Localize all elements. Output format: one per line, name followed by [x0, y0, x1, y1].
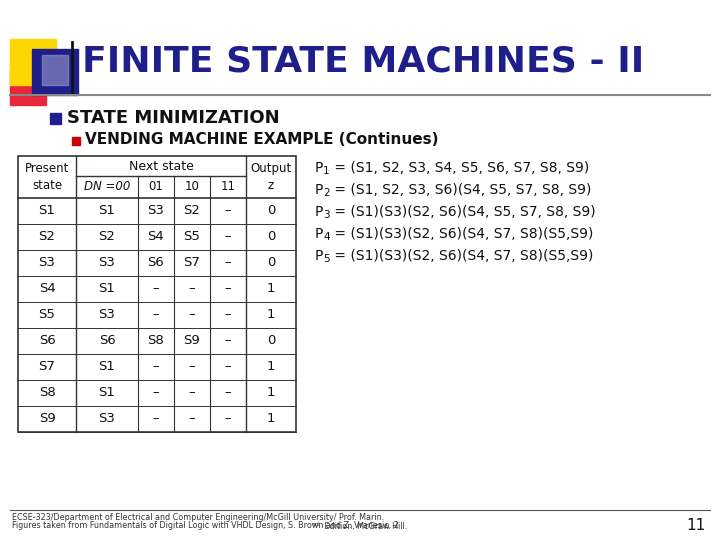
Text: 4: 4 — [323, 232, 330, 242]
Text: P: P — [315, 183, 323, 197]
Text: P: P — [315, 249, 323, 263]
Text: S9: S9 — [184, 334, 200, 348]
Text: S2: S2 — [99, 231, 115, 244]
Text: S1: S1 — [99, 205, 115, 218]
Text: S2: S2 — [184, 205, 200, 218]
Text: VENDING MACHINE EXAMPLE (Continues): VENDING MACHINE EXAMPLE (Continues) — [85, 132, 438, 147]
Text: S3: S3 — [148, 205, 164, 218]
Bar — [18, 156, 296, 432]
Text: Output
z: Output z — [251, 162, 292, 192]
Text: 1: 1 — [266, 361, 275, 374]
Text: S7: S7 — [184, 256, 200, 269]
Text: S3: S3 — [99, 308, 115, 321]
Text: –: – — [153, 361, 159, 374]
Bar — [10, 39, 56, 85]
Text: S9: S9 — [39, 413, 55, 426]
Text: S6: S6 — [148, 256, 164, 269]
Text: ECSE-323/Department of Electrical and Computer Engineering/McGill University/ Pr: ECSE-323/Department of Electrical and Co… — [12, 512, 384, 522]
Text: P: P — [315, 227, 323, 241]
Bar — [10, 69, 46, 105]
Text: –: – — [189, 282, 195, 295]
Text: –: – — [225, 387, 231, 400]
Text: –: – — [225, 334, 231, 348]
Bar — [72, 137, 80, 145]
Text: 3: 3 — [323, 210, 330, 220]
Text: = (S1)(S3)(S2, S6)(S4, S7, S8)(S5,S9): = (S1)(S3)(S2, S6)(S4, S7, S8)(S5,S9) — [330, 227, 593, 241]
Text: –: – — [153, 413, 159, 426]
Bar — [50, 113, 61, 124]
Text: –: – — [225, 231, 231, 244]
Text: –: – — [225, 308, 231, 321]
Text: –: – — [189, 413, 195, 426]
Text: DN =00: DN =00 — [84, 180, 130, 193]
Text: 0: 0 — [267, 231, 275, 244]
Text: S5: S5 — [184, 231, 200, 244]
Text: 1: 1 — [266, 387, 275, 400]
Text: = (S1, S2, S3, S6)(S4, S5, S7, S8, S9): = (S1, S2, S3, S6)(S4, S5, S7, S8, S9) — [330, 183, 591, 197]
Text: S8: S8 — [148, 334, 164, 348]
Text: S1: S1 — [39, 205, 55, 218]
Text: 1: 1 — [323, 166, 330, 176]
Text: S1: S1 — [99, 387, 115, 400]
Text: FINITE STATE MACHINES - II: FINITE STATE MACHINES - II — [82, 45, 644, 79]
Text: Edition, McGraw Hill.: Edition, McGraw Hill. — [322, 522, 407, 530]
Text: –: – — [225, 205, 231, 218]
Text: –: – — [153, 387, 159, 400]
Text: 0: 0 — [267, 205, 275, 218]
Bar — [32, 49, 78, 95]
Text: = (S1)(S3)(S2, S6)(S4, S5, S7, S8, S9): = (S1)(S3)(S2, S6)(S4, S5, S7, S8, S9) — [330, 205, 595, 219]
Text: –: – — [225, 282, 231, 295]
Text: S3: S3 — [99, 256, 115, 269]
Text: 1: 1 — [266, 413, 275, 426]
Text: nd: nd — [312, 522, 320, 526]
Text: STATE MINIMIZATION: STATE MINIMIZATION — [67, 109, 279, 127]
Text: 11: 11 — [687, 518, 706, 534]
Text: 1: 1 — [266, 308, 275, 321]
Text: 11: 11 — [220, 180, 235, 193]
Text: S3: S3 — [99, 413, 115, 426]
Text: Figures taken from Fundamentals of Digital Logic with VHDL Design, S. Brown and : Figures taken from Fundamentals of Digit… — [12, 522, 399, 530]
Text: S3: S3 — [39, 256, 55, 269]
Text: S1: S1 — [99, 282, 115, 295]
Text: S6: S6 — [99, 334, 115, 348]
Text: P: P — [315, 161, 323, 175]
Text: S7: S7 — [39, 361, 55, 374]
Text: P: P — [315, 205, 323, 219]
Text: = (S1)(S3)(S2, S6)(S4, S7, S8)(S5,S9): = (S1)(S3)(S2, S6)(S4, S7, S8)(S5,S9) — [330, 249, 593, 263]
Text: S1: S1 — [99, 361, 115, 374]
Text: Present
state: Present state — [24, 162, 69, 192]
Bar — [42, 55, 68, 85]
Text: S4: S4 — [39, 282, 55, 295]
Text: –: – — [189, 308, 195, 321]
Text: S4: S4 — [148, 231, 164, 244]
Text: = (S1, S2, S3, S4, S5, S6, S7, S8, S9): = (S1, S2, S3, S4, S5, S6, S7, S8, S9) — [330, 161, 589, 175]
Text: –: – — [189, 361, 195, 374]
Text: 0: 0 — [267, 256, 275, 269]
Text: S2: S2 — [39, 231, 55, 244]
Text: 1: 1 — [266, 282, 275, 295]
Text: –: – — [225, 413, 231, 426]
Text: –: – — [225, 256, 231, 269]
Text: 2: 2 — [323, 188, 330, 198]
Text: –: – — [153, 282, 159, 295]
Text: 10: 10 — [184, 180, 199, 193]
Text: S8: S8 — [39, 387, 55, 400]
Text: S5: S5 — [39, 308, 55, 321]
Text: 5: 5 — [323, 254, 330, 264]
Text: –: – — [153, 308, 159, 321]
Text: Next state: Next state — [129, 159, 194, 172]
Text: –: – — [189, 387, 195, 400]
Text: 0: 0 — [267, 334, 275, 348]
Text: –: – — [225, 361, 231, 374]
Text: 01: 01 — [148, 180, 163, 193]
Text: S6: S6 — [39, 334, 55, 348]
